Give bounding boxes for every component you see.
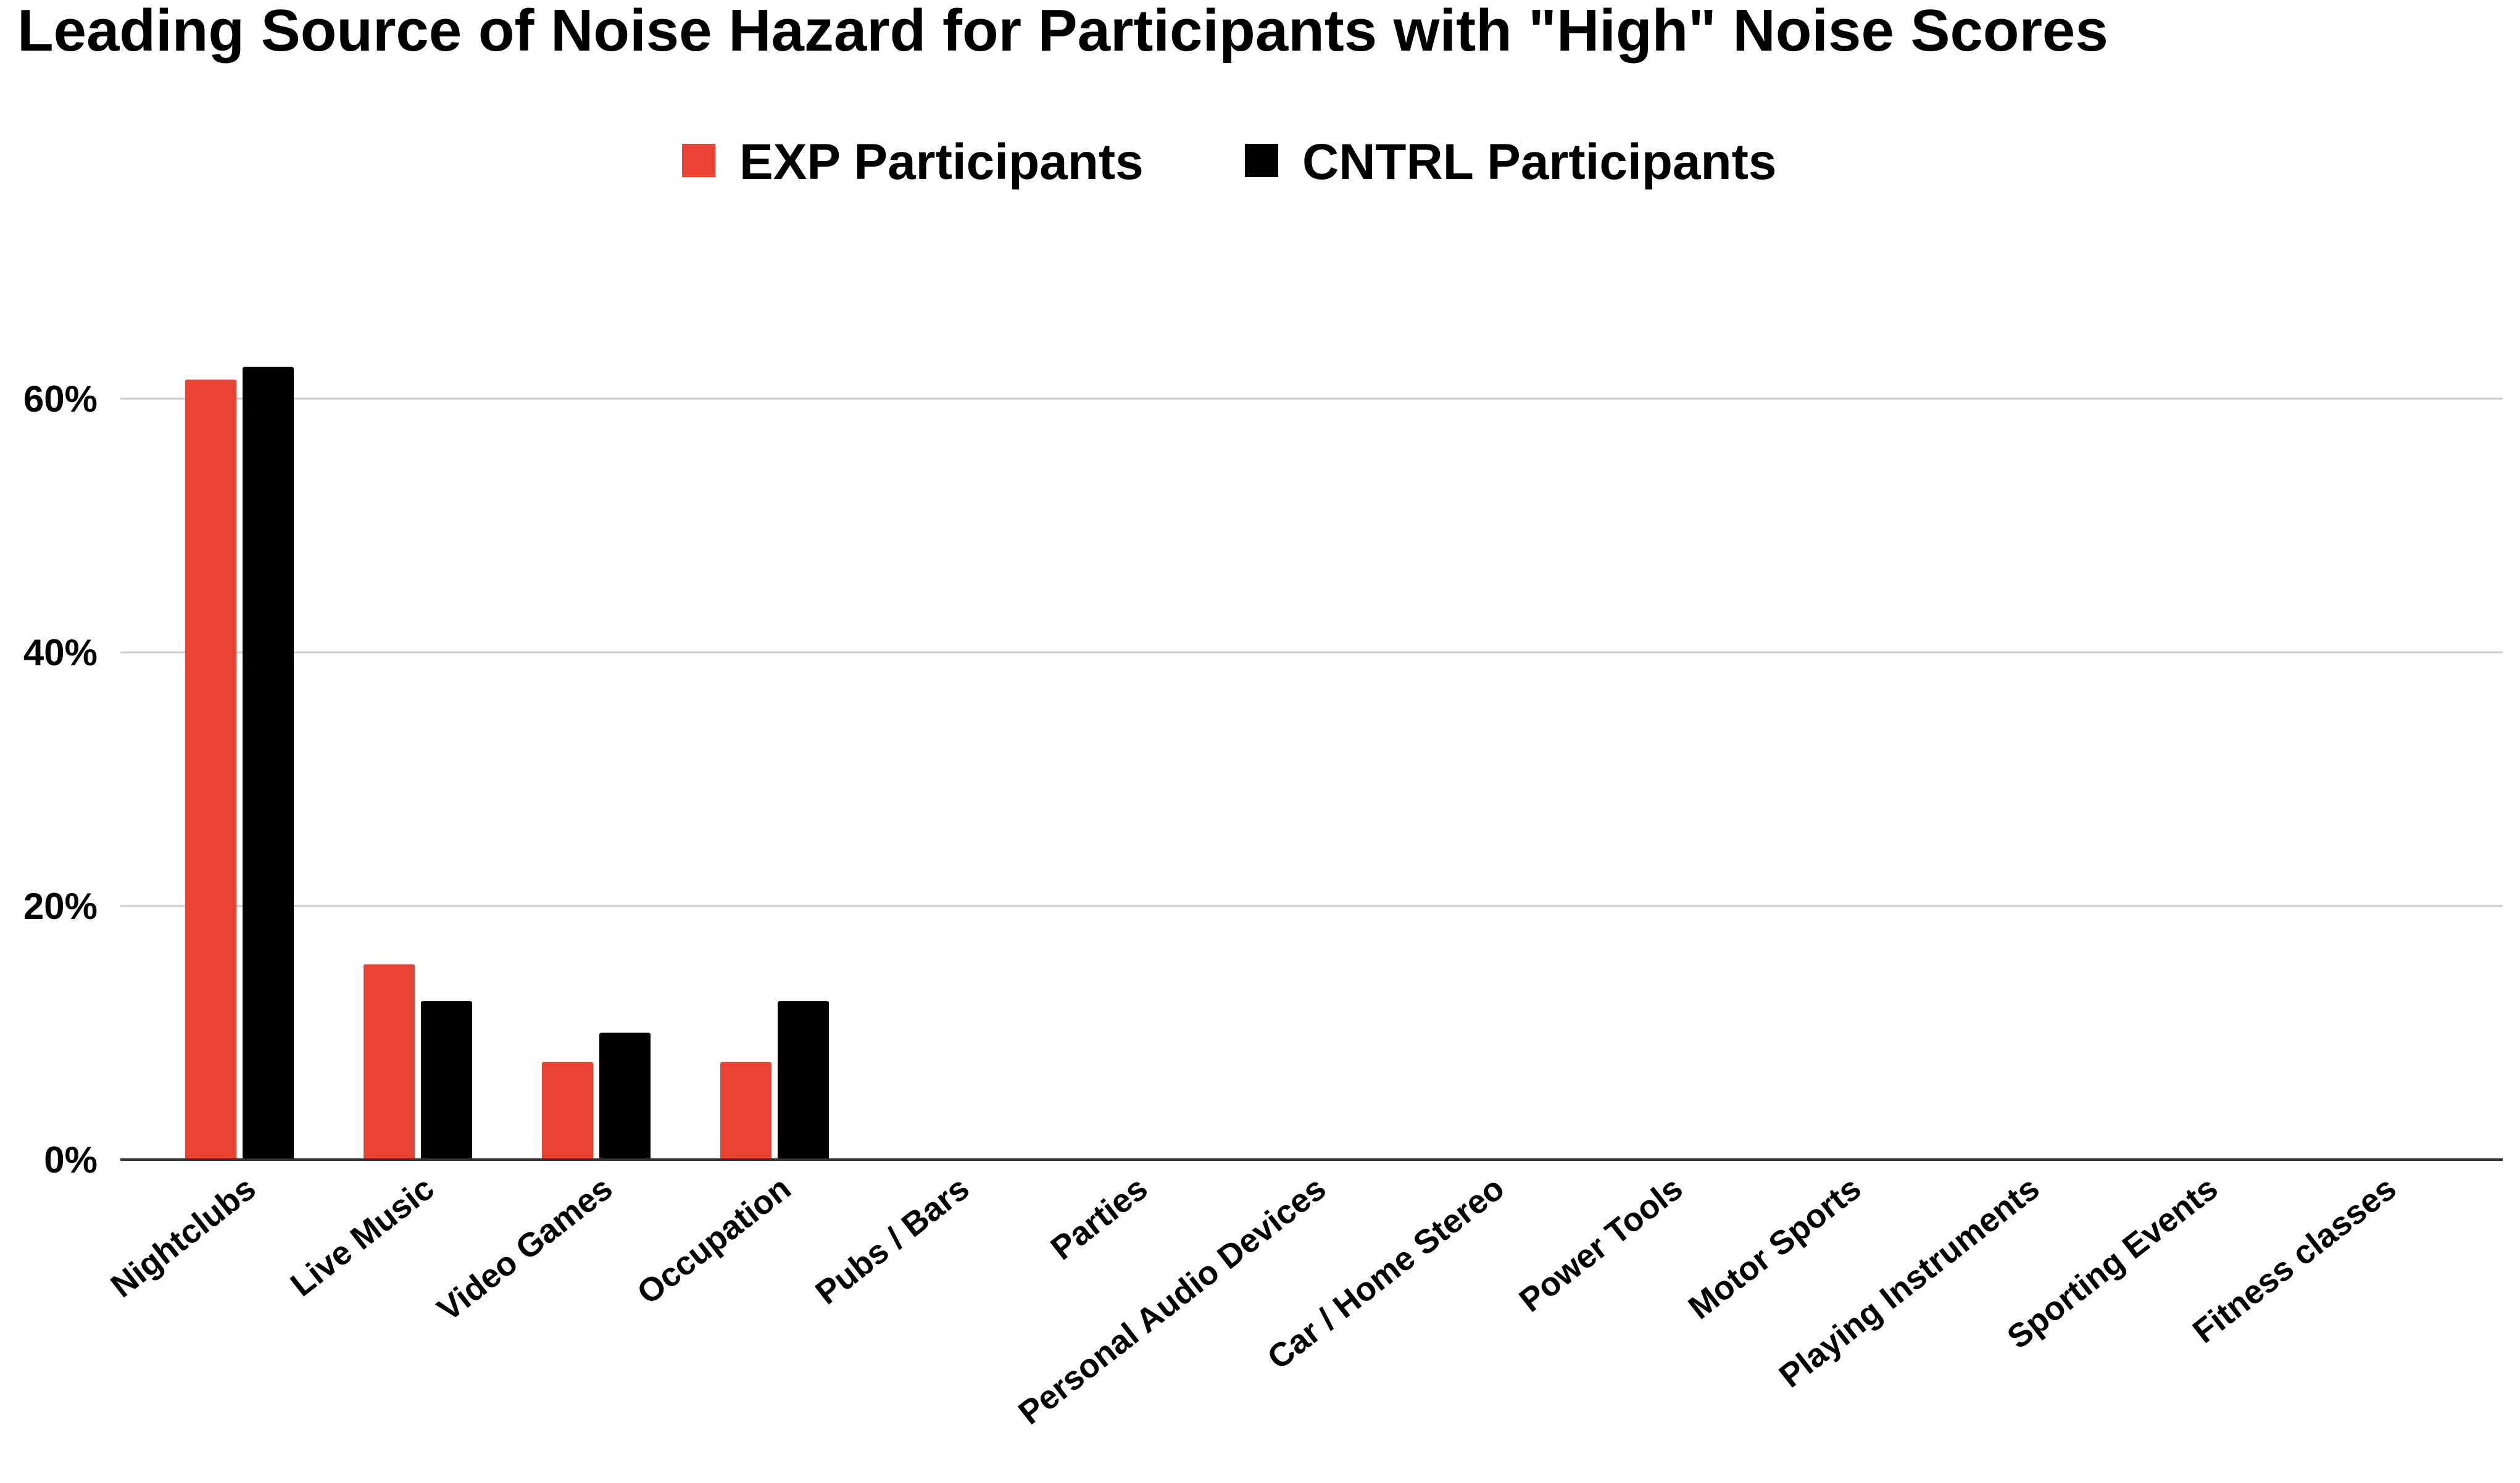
legend: EXP Participants CNTRL Participants (682, 134, 1777, 190)
bar-cntrl (599, 1032, 651, 1160)
y-tick-label: 60% (23, 378, 98, 420)
chart-title: Leading Source of Noise Hazard for Parti… (17, 0, 2108, 64)
x-category-label: Nightclubs (104, 1169, 263, 1305)
legend-label-exp: EXP Participants (739, 134, 1144, 190)
y-tick-label: 0% (44, 1139, 98, 1181)
y-tick-label: 40% (23, 632, 98, 673)
x-category-label: Live Music (284, 1169, 441, 1303)
bar-exp (542, 1061, 593, 1160)
gridlines (120, 397, 2503, 907)
bar-cntrl (243, 367, 294, 1160)
y-axis-ticks: 0% 20% 40% 60% (23, 378, 98, 1181)
x-category-label: Personal Audio Devices (1012, 1169, 1333, 1432)
x-category-label: Video Games (431, 1169, 620, 1328)
y-tick-label: 20% (23, 886, 98, 927)
bar-cntrl (778, 1001, 829, 1160)
bar-exp (364, 964, 415, 1160)
bar-exp (720, 1061, 771, 1160)
legend-swatch-exp (682, 144, 715, 177)
legend-label-cntrl: CNTRL Participants (1302, 134, 1777, 190)
x-category-label: Parties (1044, 1169, 1155, 1267)
x-category-label: Pubs / Bars (809, 1169, 976, 1311)
bar-cntrl (421, 1001, 472, 1160)
x-category-label: Occupation (630, 1169, 797, 1311)
x-category-label: Motor Sports (1682, 1169, 1868, 1326)
bar-exp (185, 380, 236, 1160)
legend-swatch-cntrl (1245, 144, 1278, 177)
x-category-label: Power Tools (1513, 1169, 1690, 1319)
bars (185, 367, 829, 1160)
